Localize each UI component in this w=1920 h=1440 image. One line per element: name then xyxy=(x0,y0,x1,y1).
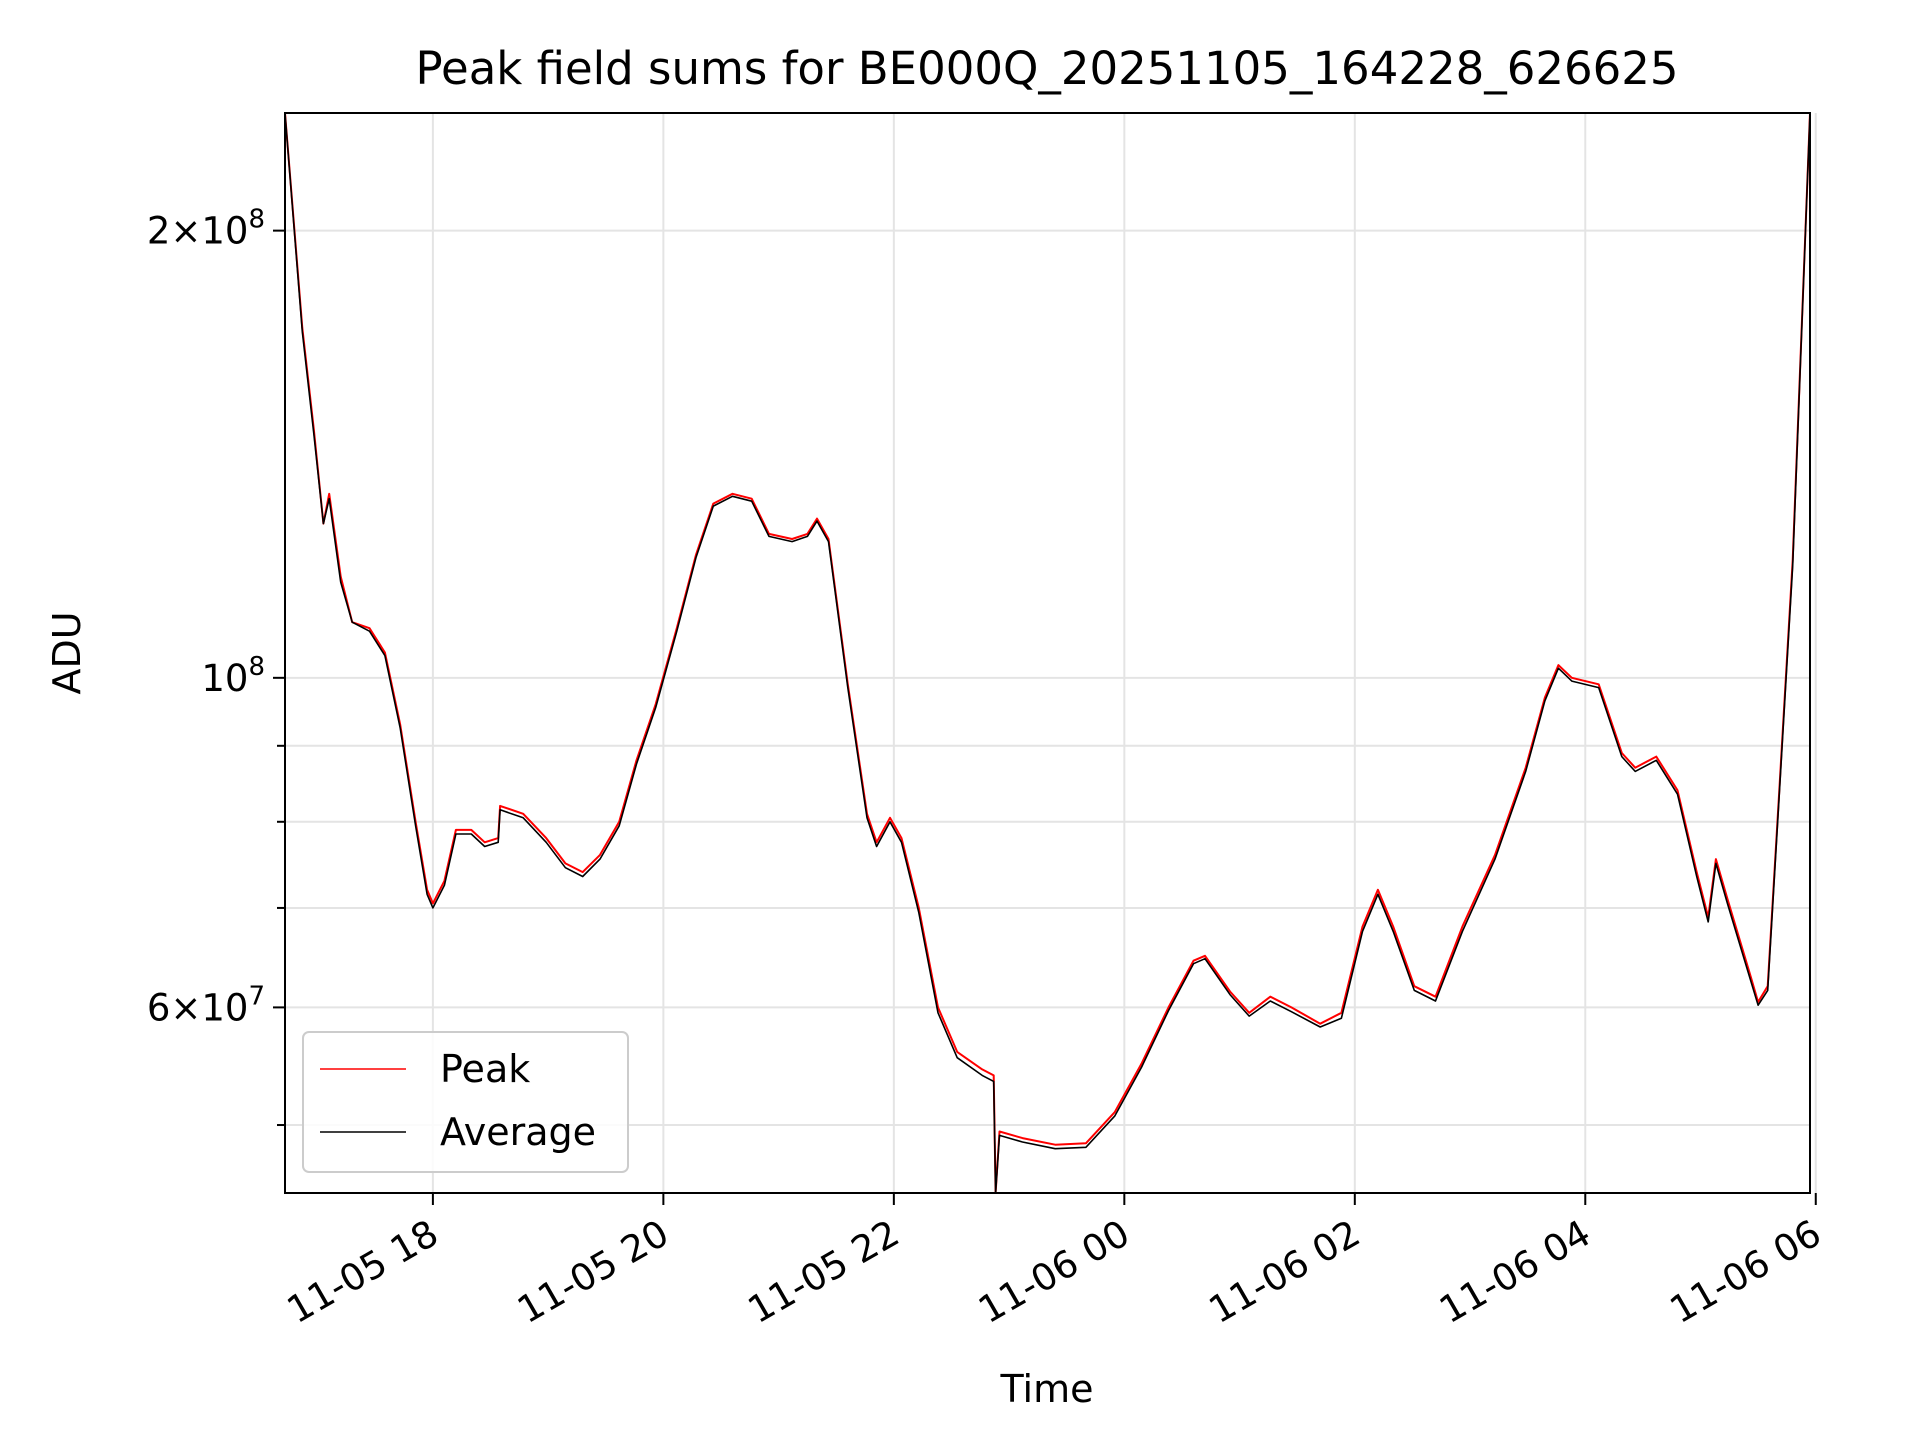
grid xyxy=(285,113,1817,1193)
series-layer xyxy=(285,113,1810,1193)
series-line-average xyxy=(285,113,1810,1193)
legend: Peak Average xyxy=(302,1031,629,1173)
chart-title: Peak field sums for BE000Q_20251105_1642… xyxy=(415,42,1678,95)
y-axis: 6×107 108 2×108 xyxy=(147,205,285,1127)
y-tick-label: 108 xyxy=(201,652,265,700)
legend-box xyxy=(302,1031,629,1173)
y-axis-label: ADU xyxy=(45,611,89,694)
y-tick-label: 2×108 xyxy=(147,205,265,253)
legend-label-peak: Peak xyxy=(440,1047,530,1091)
series-line-peak xyxy=(285,113,1810,1193)
legend-label-average: Average xyxy=(440,1110,596,1154)
y-tick-label: 6×107 xyxy=(147,981,265,1029)
plot-frame xyxy=(284,112,1811,1194)
x-axis-label: Time xyxy=(1000,1367,1094,1411)
